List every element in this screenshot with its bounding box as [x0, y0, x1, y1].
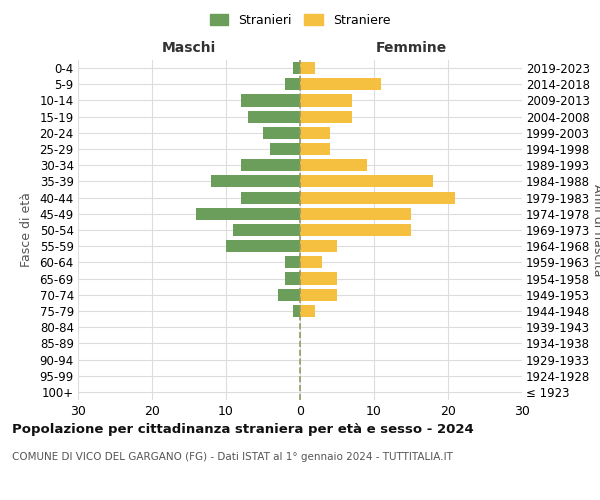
- Bar: [226, 240, 300, 252]
- Bar: [300, 143, 329, 155]
- Bar: [300, 127, 329, 139]
- Bar: [263, 127, 300, 139]
- Bar: [278, 288, 300, 301]
- Bar: [300, 78, 382, 90]
- Text: Popolazione per cittadinanza straniera per età e sesso - 2024: Popolazione per cittadinanza straniera p…: [12, 422, 474, 436]
- Bar: [285, 256, 300, 268]
- Bar: [293, 305, 300, 317]
- Y-axis label: Anni di nascita: Anni di nascita: [592, 184, 600, 276]
- Bar: [196, 208, 300, 220]
- Text: COMUNE DI VICO DEL GARGANO (FG) - Dati ISTAT al 1° gennaio 2024 - TUTTITALIA.IT: COMUNE DI VICO DEL GARGANO (FG) - Dati I…: [12, 452, 453, 462]
- Bar: [293, 62, 300, 74]
- Bar: [300, 272, 337, 284]
- Bar: [300, 305, 315, 317]
- Bar: [211, 176, 300, 188]
- Bar: [241, 94, 300, 106]
- Text: Femmine: Femmine: [376, 41, 446, 55]
- Bar: [248, 110, 300, 122]
- Bar: [300, 159, 367, 172]
- Bar: [300, 192, 455, 203]
- Bar: [300, 110, 352, 122]
- Bar: [300, 62, 315, 74]
- Bar: [241, 159, 300, 172]
- Bar: [300, 94, 352, 106]
- Bar: [285, 78, 300, 90]
- Bar: [233, 224, 300, 236]
- Bar: [271, 143, 300, 155]
- Bar: [300, 256, 322, 268]
- Bar: [300, 208, 411, 220]
- Text: Maschi: Maschi: [162, 41, 216, 55]
- Bar: [300, 288, 337, 301]
- Bar: [300, 224, 411, 236]
- Y-axis label: Fasce di età: Fasce di età: [20, 192, 32, 268]
- Bar: [300, 176, 433, 188]
- Legend: Stranieri, Straniere: Stranieri, Straniere: [205, 8, 395, 32]
- Bar: [285, 272, 300, 284]
- Bar: [300, 240, 337, 252]
- Bar: [241, 192, 300, 203]
